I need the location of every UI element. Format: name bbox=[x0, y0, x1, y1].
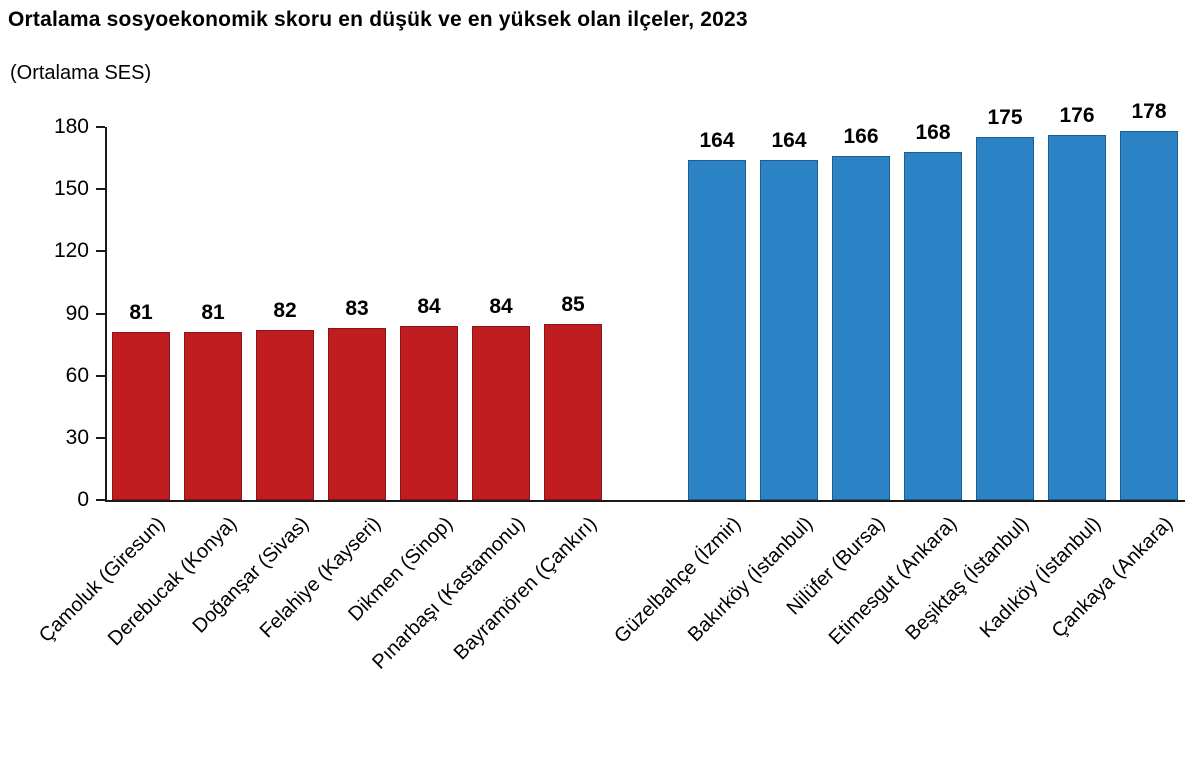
y-tick-mark bbox=[96, 188, 105, 191]
y-tick-mark bbox=[96, 126, 105, 128]
bar bbox=[184, 332, 242, 500]
bar bbox=[112, 332, 170, 500]
bar bbox=[688, 160, 746, 500]
y-tick-mark bbox=[96, 499, 105, 501]
bar bbox=[760, 160, 818, 500]
plot-area: 0 30 60 90 120 150 180 81 81 82 83 84 84 85 164 164 166… bbox=[35, 100, 1185, 674]
y-tick-label: 150 bbox=[53, 177, 89, 201]
y-tick-mark bbox=[96, 250, 105, 253]
bar bbox=[1120, 131, 1178, 500]
bar-value-label: 83 bbox=[345, 297, 369, 320]
bar-value-label: 175 bbox=[987, 106, 1023, 129]
bar-value-label: 178 bbox=[1131, 100, 1167, 123]
x-axis bbox=[105, 500, 1185, 502]
bar bbox=[544, 324, 602, 500]
bar-value-label: 85 bbox=[561, 293, 585, 316]
y-tick-mark bbox=[96, 312, 105, 315]
bar-value-label: 84 bbox=[489, 295, 513, 318]
y-tick-mark bbox=[96, 436, 105, 439]
bar-value-label: 164 bbox=[771, 129, 807, 152]
y-tick-label: 0 bbox=[77, 488, 89, 511]
bar-value-label: 81 bbox=[201, 301, 225, 324]
bar-value-label: 84 bbox=[417, 295, 441, 318]
y-tick-mark bbox=[96, 374, 105, 377]
bar bbox=[472, 326, 530, 500]
bar-value-label: 81 bbox=[129, 301, 153, 324]
y-tick-label: 90 bbox=[65, 301, 89, 325]
bar bbox=[256, 330, 314, 500]
bar bbox=[976, 137, 1034, 500]
y-axis bbox=[105, 127, 107, 500]
bar-value-label: 166 bbox=[843, 125, 879, 148]
y-tick-label: 30 bbox=[65, 425, 89, 449]
bar bbox=[328, 328, 386, 500]
chart-title: Ortalama sosyoekonomik skoru en düşük ve… bbox=[8, 8, 748, 31]
y-axis-unit-label: (Ortalama SES) bbox=[10, 62, 152, 84]
bar bbox=[832, 156, 890, 500]
bar-value-label: 168 bbox=[915, 121, 951, 144]
bar-value-label: 82 bbox=[273, 299, 297, 322]
y-tick-label: 120 bbox=[53, 239, 89, 263]
bar-value-label: 164 bbox=[699, 129, 735, 152]
bar bbox=[400, 326, 458, 500]
y-tick-label: 180 bbox=[53, 115, 89, 138]
bar bbox=[1048, 135, 1106, 500]
bar-value-label: 176 bbox=[1059, 104, 1095, 127]
bar bbox=[904, 152, 962, 500]
y-tick-label: 60 bbox=[65, 363, 89, 387]
